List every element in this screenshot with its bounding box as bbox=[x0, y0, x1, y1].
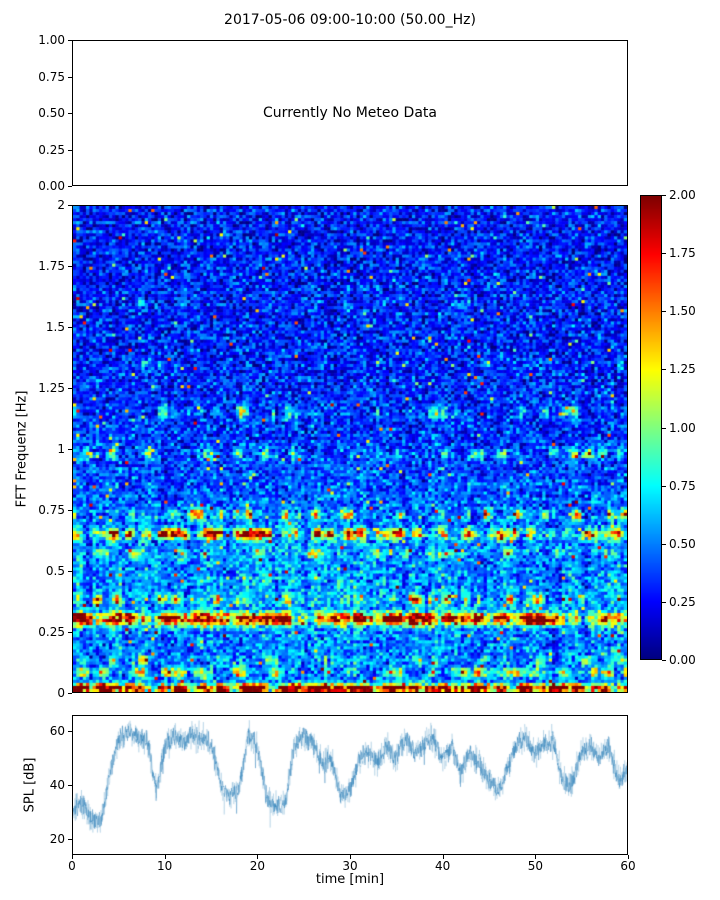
colorbar-tick-label: 0.25 bbox=[669, 594, 696, 609]
tick-mark bbox=[68, 186, 72, 187]
meteo-y-tick-label: 0.25 bbox=[38, 142, 65, 157]
spl-x-tick-label: 60 bbox=[620, 859, 636, 873]
tick-mark bbox=[68, 838, 72, 840]
spl-y-tick-label: 60 bbox=[49, 724, 65, 739]
tick-mark bbox=[68, 327, 72, 328]
spectrogram-y-tick-label: 0.25 bbox=[38, 625, 65, 639]
spl-y-tick-label: 20 bbox=[49, 831, 65, 846]
spl-x-tick-label: 20 bbox=[249, 859, 265, 873]
spectrogram-y-tick-label: 1.25 bbox=[38, 381, 65, 395]
tick-mark bbox=[662, 253, 666, 255]
tick-mark bbox=[68, 510, 72, 511]
spl-x-tick-label: 40 bbox=[435, 859, 451, 873]
tick-mark bbox=[442, 855, 444, 859]
tick-mark bbox=[662, 311, 666, 313]
tick-mark bbox=[68, 205, 72, 206]
meteo-panel: Currently No Meteo Data bbox=[72, 40, 628, 186]
tick-mark bbox=[535, 855, 537, 859]
spectrogram-y-tick-label: 1.5 bbox=[45, 320, 65, 334]
tick-mark bbox=[68, 113, 72, 114]
spectrogram-y-tick-label: 1.75 bbox=[38, 259, 65, 273]
colorbar-tick-label: 0.00 bbox=[669, 653, 696, 667]
spectrogram-y-tick-label: 0 bbox=[57, 686, 65, 700]
colorbar-tick-label: 0.50 bbox=[669, 536, 696, 551]
meteo-y-tick-label: 1.00 bbox=[38, 33, 65, 47]
figure-title: 2017-05-06 09:00-10:00 (50.00_Hz) bbox=[224, 12, 476, 28]
tick-mark bbox=[68, 40, 72, 41]
tick-mark bbox=[68, 266, 72, 267]
colorbar-tick-label: 1.00 bbox=[669, 420, 696, 435]
spl-x-tick-label: 30 bbox=[342, 859, 358, 873]
tick-mark bbox=[662, 195, 666, 196]
tick-mark bbox=[72, 855, 73, 859]
colorbar-gradient bbox=[641, 196, 661, 659]
spl-x-tick-label: 0 bbox=[68, 859, 76, 873]
spectrogram-y-tick-label: 1 bbox=[57, 442, 65, 456]
tick-mark bbox=[350, 855, 351, 859]
colorbar-tick-label: 0.75 bbox=[669, 478, 696, 493]
colorbar-tick-label: 1.50 bbox=[669, 304, 696, 319]
spectrogram-image bbox=[73, 206, 627, 692]
tick-mark bbox=[68, 76, 72, 78]
colorbar-panel bbox=[640, 195, 662, 660]
meteo-y-tick-label: 0.50 bbox=[38, 106, 65, 120]
spl-line-chart bbox=[73, 716, 627, 854]
tick-mark bbox=[662, 601, 666, 603]
meteo-y-tick-label: 0.75 bbox=[38, 69, 65, 84]
tick-mark bbox=[68, 731, 72, 733]
tick-mark bbox=[662, 369, 666, 371]
spectrogram-panel bbox=[72, 205, 628, 693]
spectrogram-y-tick-label: 0.75 bbox=[38, 503, 65, 517]
colorbar-tick-label: 1.75 bbox=[669, 246, 696, 261]
tick-mark bbox=[662, 543, 666, 545]
tick-mark bbox=[662, 485, 666, 487]
no-meteo-data-text: Currently No Meteo Data bbox=[263, 105, 437, 121]
tick-mark bbox=[68, 785, 72, 786]
spl-x-tick-label: 50 bbox=[527, 859, 543, 873]
spl-x-tick-label: 10 bbox=[157, 859, 173, 873]
tick-mark bbox=[68, 388, 72, 389]
spectrogram-y-tick-label: 0.5 bbox=[45, 564, 65, 578]
tick-mark bbox=[662, 427, 666, 429]
tick-mark bbox=[68, 149, 72, 151]
tick-mark bbox=[68, 632, 72, 633]
meteo-y-tick-label: 0.00 bbox=[38, 179, 65, 193]
tick-mark bbox=[68, 693, 72, 694]
spectrogram-y-tick-label: 2 bbox=[57, 198, 65, 212]
x-axis-label: time [min] bbox=[315, 872, 385, 887]
tick-mark bbox=[257, 855, 259, 859]
tick-mark bbox=[68, 449, 72, 450]
tick-mark bbox=[68, 571, 72, 572]
spl-y-tick-label: 40 bbox=[49, 778, 65, 792]
spl-panel bbox=[72, 715, 628, 855]
tick-mark bbox=[164, 855, 166, 859]
tick-mark bbox=[662, 660, 666, 661]
tick-mark bbox=[628, 855, 629, 859]
colorbar-tick-label: 2.00 bbox=[669, 188, 696, 202]
colorbar-tick-label: 1.25 bbox=[669, 362, 696, 377]
